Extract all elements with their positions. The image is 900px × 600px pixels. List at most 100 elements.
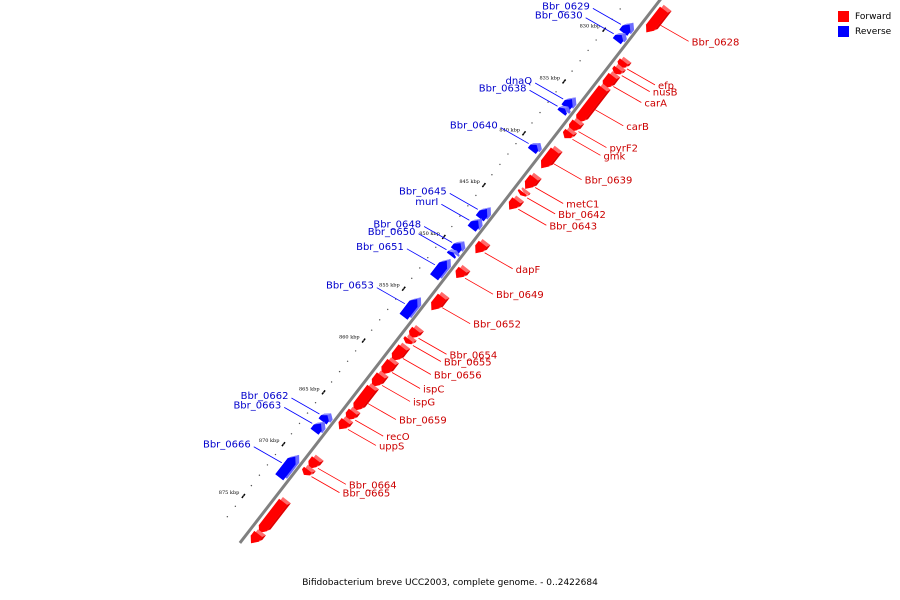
label-leader	[595, 109, 624, 127]
gene-bbr_0654	[409, 325, 424, 339]
gene-label: Bbr_0655	[444, 358, 492, 369]
gene-bbr_0659	[353, 383, 379, 411]
label-leader	[406, 248, 436, 266]
scale-dot	[330, 381, 333, 383]
label-leader	[441, 203, 470, 221]
scale-dot	[242, 495, 245, 497]
gene-label: metC1	[566, 200, 599, 211]
scale-dot	[515, 142, 517, 145]
gene-carb	[576, 83, 611, 123]
scale-tick-label: 870 kbp	[259, 438, 280, 444]
gene-bbr_0642	[517, 187, 531, 197]
gene-bbr_0649	[455, 264, 471, 278]
scale-dot	[547, 101, 549, 103]
label-leader	[449, 193, 478, 210]
strand-legend: Forward Reverse	[838, 9, 891, 39]
reverse-swatch	[838, 26, 849, 37]
gene-bbr_0652	[431, 291, 450, 311]
gene-bbr_0645	[475, 207, 491, 222]
gene-label: Bbr_0645	[399, 186, 447, 197]
gene-label: Bbr_0654	[450, 350, 498, 361]
label-leader	[529, 89, 558, 107]
scale-dot	[579, 60, 581, 62]
gene-label: Bbr_0662	[241, 391, 289, 402]
gene-label: carB	[626, 122, 649, 133]
gene-label: dapF	[516, 265, 541, 276]
label-leader	[291, 397, 320, 415]
gene-label: Bbr_0648	[373, 220, 421, 231]
scale-dot	[523, 132, 525, 135]
gene-dnaq	[561, 97, 577, 111]
gene-bbr_0638	[557, 105, 571, 116]
label-leader	[418, 337, 447, 355]
scale-tick-label: 845 kbp	[459, 179, 480, 185]
label-leader	[534, 82, 564, 100]
map-caption: Bifidobacterium breve UCC2003, complete …	[302, 578, 598, 588]
label-leader	[418, 233, 447, 251]
scale-dot	[298, 422, 301, 425]
label-leader	[621, 75, 650, 92]
scale-dot	[378, 319, 381, 321]
gene-label: Bbr_0649	[496, 290, 544, 301]
gene-bbr_0640	[527, 143, 542, 154]
label-leader	[585, 17, 614, 35]
scale-dots	[226, 8, 621, 518]
gene-efp	[617, 56, 632, 68]
gene-bbr_0651	[430, 259, 451, 281]
label-leader	[253, 446, 282, 464]
gene-label: ispC	[423, 384, 444, 395]
gene-nusb	[612, 63, 626, 75]
gene-label: Bbr_0638	[479, 83, 527, 94]
scale-dot	[571, 70, 573, 72]
gene-muri	[467, 218, 483, 232]
label-leader	[578, 131, 607, 148]
gene-label: Bbr_0653	[326, 281, 374, 292]
scale-dot	[290, 433, 293, 435]
gene-label: ispG	[413, 397, 435, 408]
gene-bbr_0643	[508, 195, 525, 210]
gene-bbr_0630	[612, 33, 627, 45]
gene-label: nusB	[653, 88, 678, 99]
gene-label: Bbr_0630	[535, 11, 583, 22]
scale-dot	[483, 184, 485, 186]
legend-reverse-label: Reverse	[855, 26, 892, 37]
label-leader	[626, 68, 656, 86]
gene-label: gmk	[603, 151, 625, 162]
scale-dot	[619, 8, 621, 10]
gene-label: efp	[658, 81, 674, 92]
gene-cara	[602, 71, 621, 89]
scale-dot	[531, 122, 533, 124]
scale-dot	[266, 464, 269, 466]
gene-bbr_0648	[450, 241, 466, 254]
gene-bbr_0655	[403, 334, 417, 345]
scale-dot	[354, 350, 357, 352]
gene-label: murI	[415, 197, 438, 208]
scale-tick-label: 835 kbp	[539, 75, 560, 81]
gene-ispc	[381, 357, 399, 375]
label-leader	[518, 208, 547, 226]
scale-dot	[475, 194, 477, 197]
gene-bbr_0665	[302, 464, 316, 476]
gene-label: Bbr_0663	[233, 400, 281, 411]
scale-dot	[258, 474, 261, 476]
scale-tick-label: 865 kbp	[299, 386, 320, 392]
gene-label: carA	[644, 98, 667, 109]
legend-forward: Forward	[838, 9, 891, 24]
scale-dot	[322, 391, 325, 394]
scale-dot	[427, 256, 429, 259]
label-leader	[526, 197, 556, 215]
label-leader	[381, 385, 411, 402]
gene-label: recO	[386, 432, 410, 443]
label-leader	[402, 358, 432, 375]
scale-dot	[451, 225, 453, 228]
gene-label: Bbr_0659	[399, 416, 447, 427]
gene-bbr_0653	[399, 297, 422, 320]
gene-bbr_0663	[310, 421, 326, 435]
label-leader	[572, 138, 601, 156]
scale-tick-label: 860 kbp	[339, 335, 360, 341]
scale-dot	[314, 402, 317, 404]
label-leader	[613, 86, 642, 103]
forward-swatch	[838, 11, 849, 22]
label-leader	[441, 307, 471, 325]
scale-dot	[595, 39, 597, 41]
